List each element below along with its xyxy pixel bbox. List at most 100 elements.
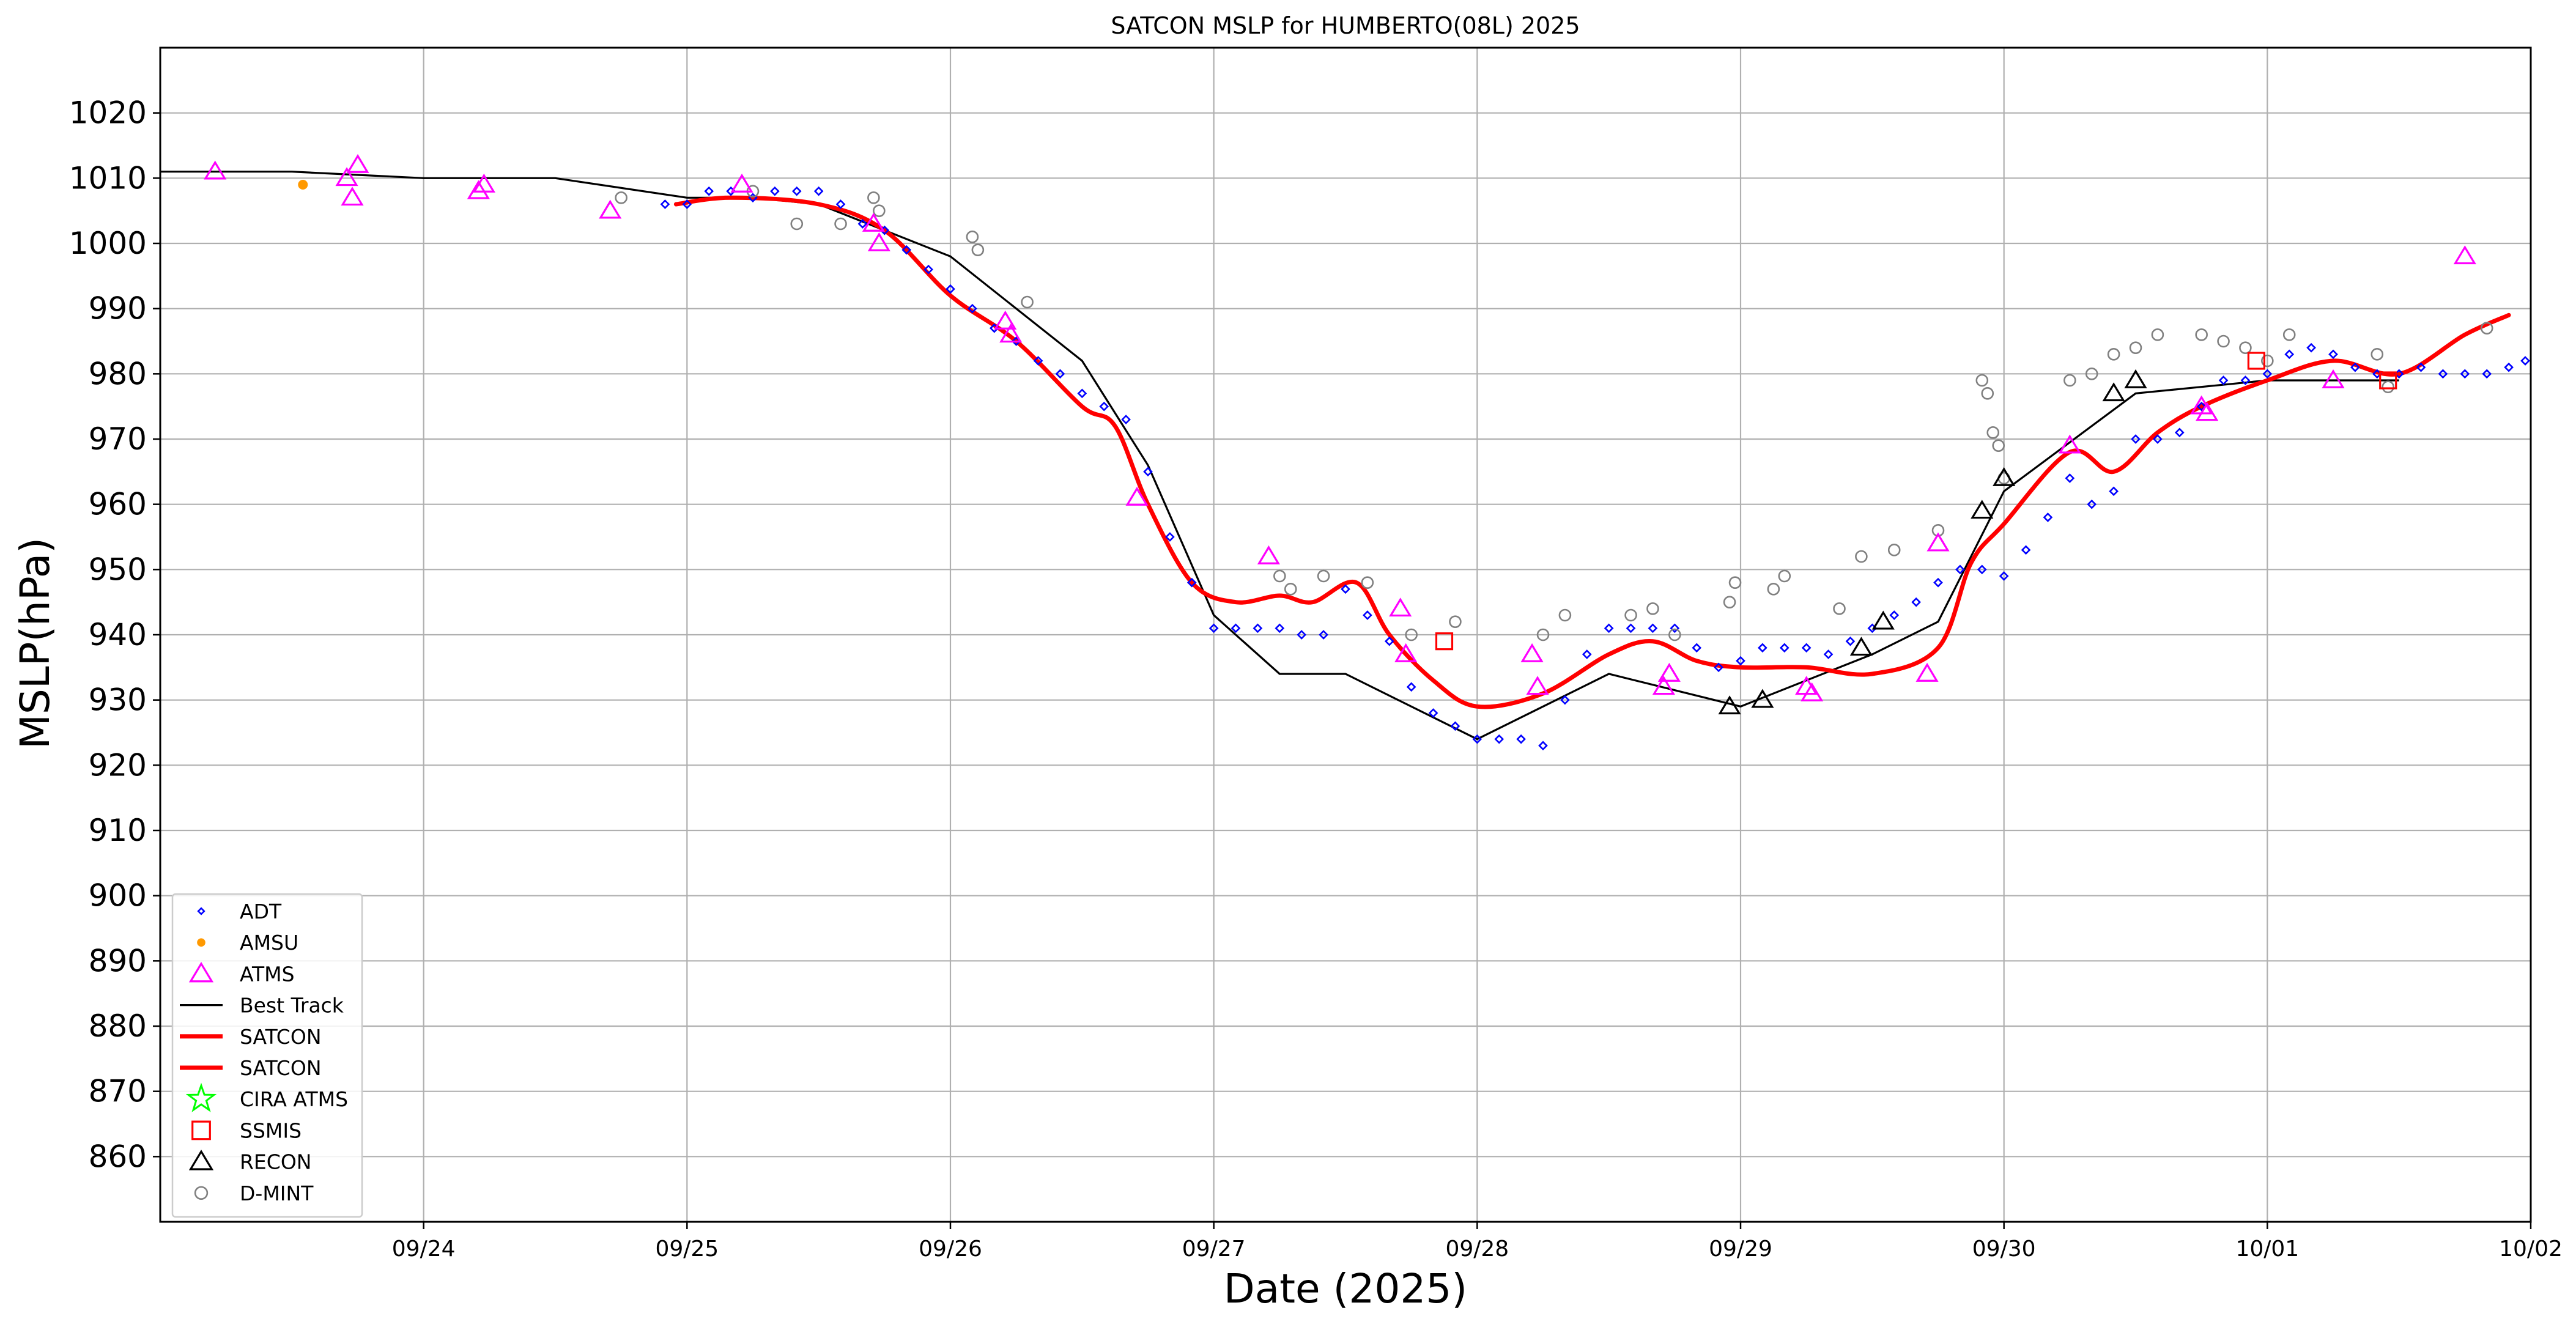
adt-point xyxy=(2043,512,2053,522)
adt-point xyxy=(2438,369,2448,379)
adt-point xyxy=(704,186,714,196)
adt-point xyxy=(1560,695,1570,705)
d-mint-point xyxy=(1992,439,2005,452)
legend-swatch xyxy=(185,1082,217,1112)
x-tick-label: 09/27 xyxy=(1182,1236,1246,1262)
adt-point xyxy=(1801,643,1812,653)
ssmis-point xyxy=(2247,352,2265,370)
y-tick-label: 980 xyxy=(89,356,147,391)
adt-point xyxy=(1889,610,1900,620)
adt-point xyxy=(946,284,955,294)
legend-item: SSMIS xyxy=(191,1118,302,1142)
adt-point xyxy=(2131,434,2141,444)
adt-point xyxy=(857,219,868,229)
legend-swatch xyxy=(197,938,205,947)
series-line-satcon xyxy=(673,195,2511,709)
d-mint-point xyxy=(1778,569,1791,583)
d-mint-point xyxy=(1405,628,1418,641)
d-mint-point xyxy=(834,217,847,231)
adt-point xyxy=(1143,467,1153,477)
atms-point xyxy=(346,153,369,173)
adt-point xyxy=(1494,734,1505,744)
x-tick-label: 09/25 xyxy=(655,1236,719,1262)
d-mint-point xyxy=(1723,596,1736,608)
adt-point xyxy=(2065,473,2075,483)
legend-item: ADT xyxy=(197,900,282,923)
d-mint-point xyxy=(1284,583,1297,596)
series-layer xyxy=(160,153,2530,751)
legend: ADT AMSU ATMS Best Track SATCON SATCON CIRA AT… xyxy=(171,893,363,1218)
atms-point xyxy=(1526,676,1549,695)
legend-box xyxy=(171,893,363,1218)
adt-point xyxy=(1692,643,1702,653)
x-tick-label: 10/02 xyxy=(2499,1236,2563,1262)
atms-point xyxy=(1926,532,1950,552)
recon-point xyxy=(2102,382,2125,402)
adt-point xyxy=(1099,401,1109,412)
adt-point xyxy=(2416,362,2426,372)
atms-point xyxy=(204,160,227,180)
y-tick-label: 880 xyxy=(89,1008,147,1044)
x-tick-label: 09/28 xyxy=(1445,1236,1509,1262)
legend-label: RECON xyxy=(240,1150,311,1174)
adt-point xyxy=(1077,388,1087,399)
series-adt xyxy=(660,186,2530,751)
d-mint-point xyxy=(873,204,886,217)
d-mint-point xyxy=(790,217,804,231)
legend-item: AMSU xyxy=(197,931,298,955)
legend-item: Best Track xyxy=(180,994,344,1018)
adt-point xyxy=(1516,734,1526,744)
adt-point xyxy=(1714,662,1723,673)
atms-point xyxy=(994,310,1017,330)
adt-point xyxy=(1208,623,1219,634)
adt-point xyxy=(1165,532,1175,542)
y-tick-label: 990 xyxy=(89,291,147,327)
d-mint-point xyxy=(2217,335,2230,348)
legend-item: ATMS xyxy=(188,961,295,986)
adt-point xyxy=(2109,486,2119,497)
plot-frame xyxy=(159,46,2532,1223)
y-tick-label: 1020 xyxy=(69,95,147,131)
series-amsu xyxy=(298,180,308,190)
atms-point xyxy=(1257,545,1280,564)
legend-label: D-MINT xyxy=(240,1181,314,1205)
adt-point xyxy=(1933,577,1943,588)
legend-item: SATCON xyxy=(180,1025,322,1049)
adt-point xyxy=(835,199,846,209)
legend-label: AMSU xyxy=(240,931,298,955)
adt-point xyxy=(1231,623,1241,634)
d-mint-point xyxy=(1646,602,1659,615)
recon-point xyxy=(1751,689,1774,708)
d-mint-point xyxy=(1986,426,2000,439)
d-mint-point xyxy=(615,191,627,204)
recon-point xyxy=(1871,610,1895,630)
adt-point xyxy=(2504,362,2514,372)
adt-point xyxy=(1604,623,1614,634)
y-tick-label: 1000 xyxy=(69,226,147,261)
adt-point xyxy=(813,186,824,196)
adt-point xyxy=(1955,564,1965,575)
atms-point xyxy=(1125,486,1149,506)
d-mint-point xyxy=(2239,341,2252,354)
d-mint-point xyxy=(1361,576,1374,589)
d-mint-point xyxy=(2129,341,2142,354)
legend-item: CIRA ATMS xyxy=(185,1082,348,1112)
series-line-best-track xyxy=(160,171,2399,741)
adt-point xyxy=(2087,499,2097,509)
adt-point xyxy=(1582,649,1592,659)
y-tick-label: 930 xyxy=(89,682,147,718)
adt-point xyxy=(923,264,933,275)
atms-point xyxy=(862,212,885,232)
series-ssmis xyxy=(1435,352,2397,651)
x-tick-label: 09/29 xyxy=(1709,1236,1772,1262)
atms-point xyxy=(2196,402,2219,421)
adt-point xyxy=(2482,369,2492,379)
legend-swatch xyxy=(197,907,205,915)
adt-point xyxy=(1626,623,1636,634)
d-mint-point xyxy=(2107,348,2120,361)
adt-point xyxy=(1055,369,1065,379)
d-mint-point xyxy=(1981,387,1994,400)
adt-point xyxy=(1845,636,1856,646)
legend-swatch xyxy=(191,1120,211,1140)
